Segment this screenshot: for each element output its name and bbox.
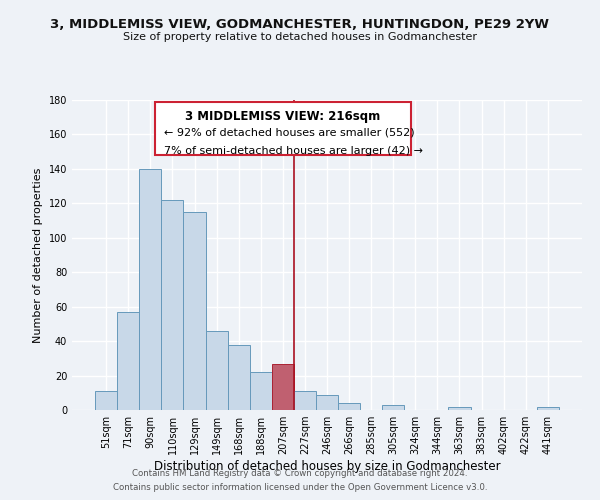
Bar bbox=[382, 405, 404, 410]
Bar bbox=[161, 200, 184, 410]
Text: Contains HM Land Registry data © Crown copyright and database right 2024.: Contains HM Land Registry data © Crown c… bbox=[132, 468, 468, 477]
Bar bbox=[448, 406, 470, 410]
Text: Size of property relative to detached houses in Godmanchester: Size of property relative to detached ho… bbox=[123, 32, 477, 42]
Text: Contains public sector information licensed under the Open Government Licence v3: Contains public sector information licen… bbox=[113, 484, 487, 492]
X-axis label: Distribution of detached houses by size in Godmanchester: Distribution of detached houses by size … bbox=[154, 460, 500, 473]
Bar bbox=[184, 212, 206, 410]
Text: 7% of semi-detached houses are larger (42) →: 7% of semi-detached houses are larger (4… bbox=[164, 146, 422, 156]
Bar bbox=[250, 372, 272, 410]
Bar bbox=[95, 391, 117, 410]
Bar bbox=[206, 331, 227, 410]
Bar bbox=[338, 403, 360, 410]
Bar bbox=[227, 344, 250, 410]
Text: 3 MIDDLEMISS VIEW: 216sqm: 3 MIDDLEMISS VIEW: 216sqm bbox=[185, 110, 380, 124]
Bar bbox=[316, 394, 338, 410]
Bar bbox=[294, 391, 316, 410]
Bar bbox=[139, 169, 161, 410]
FancyBboxPatch shape bbox=[155, 102, 411, 155]
Bar bbox=[117, 312, 139, 410]
Bar bbox=[537, 406, 559, 410]
Y-axis label: Number of detached properties: Number of detached properties bbox=[33, 168, 43, 342]
Bar bbox=[272, 364, 294, 410]
Text: 3, MIDDLEMISS VIEW, GODMANCHESTER, HUNTINGDON, PE29 2YW: 3, MIDDLEMISS VIEW, GODMANCHESTER, HUNTI… bbox=[50, 18, 550, 30]
Text: ← 92% of detached houses are smaller (552): ← 92% of detached houses are smaller (55… bbox=[164, 128, 414, 138]
